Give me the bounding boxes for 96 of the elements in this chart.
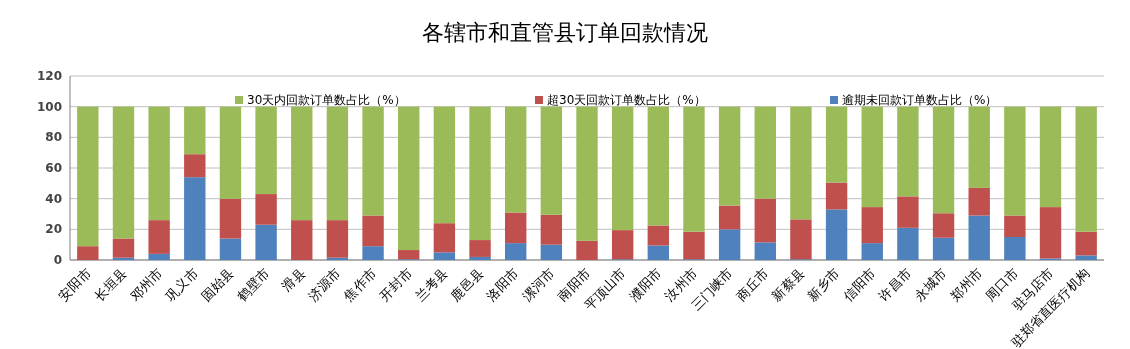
- bar: [326, 220, 349, 258]
- bar: [469, 106, 491, 241]
- bar: [683, 231, 705, 260]
- bar: [754, 242, 776, 260]
- bar: [540, 106, 563, 215]
- bar: [968, 215, 990, 260]
- bar: [1004, 215, 1026, 237]
- bar: [576, 240, 598, 260]
- chart-title: 各辖市和直管县订单回款情况: [422, 20, 708, 45]
- bar: [790, 219, 812, 260]
- bar: [1039, 207, 1062, 259]
- bar: [932, 106, 955, 214]
- bar: [469, 256, 491, 260]
- x-tick-label: 安阳市: [55, 265, 94, 304]
- bar: [362, 215, 384, 247]
- bar: [219, 198, 242, 239]
- bar: [540, 214, 563, 245]
- bar: [932, 213, 955, 238]
- bar: [504, 212, 527, 244]
- bar: [897, 227, 919, 260]
- bar: [398, 106, 420, 251]
- bar: [112, 238, 135, 258]
- x-tick-label: 濮阳市: [626, 265, 665, 304]
- bar: [718, 229, 741, 260]
- bar: [148, 253, 170, 260]
- bar: [504, 106, 527, 213]
- bar: [647, 245, 670, 260]
- bar: [683, 106, 705, 232]
- x-tick-label: 长垣县: [91, 265, 130, 304]
- bar: [291, 220, 313, 260]
- bar: [398, 250, 420, 260]
- bar: [1075, 231, 1097, 256]
- bar: [362, 106, 384, 216]
- bar: [754, 106, 776, 199]
- y-tick-label: 120: [36, 69, 62, 83]
- bar: [825, 106, 848, 183]
- bar: [968, 106, 990, 188]
- bar: [576, 106, 598, 241]
- bar: [255, 106, 277, 195]
- bar: [611, 106, 634, 231]
- legend-label: 30天内回款订单数占比（%）: [247, 93, 406, 107]
- x-tick-label: 漯河市: [519, 265, 558, 304]
- bar: [255, 224, 277, 260]
- bar: [1075, 255, 1097, 260]
- x-tick-label: 鹤壁市: [234, 265, 273, 304]
- bar: [255, 194, 277, 225]
- bar: [790, 106, 812, 220]
- bar: [932, 237, 955, 260]
- bar: [897, 106, 919, 197]
- x-tick-label: 郑州市: [947, 265, 986, 304]
- y-tick-label: 100: [36, 99, 62, 114]
- x-tick-label: 济源市: [305, 265, 344, 304]
- bar: [148, 220, 170, 254]
- bar: [1039, 106, 1062, 208]
- x-tick-label: 滑县: [278, 265, 308, 295]
- bar: [861, 106, 883, 208]
- bar: [754, 198, 776, 243]
- y-tick-label: 40: [45, 191, 62, 206]
- y-tick-label: 60: [45, 161, 62, 175]
- bar: [1004, 237, 1026, 260]
- bar: [825, 209, 848, 260]
- bar: [184, 106, 206, 155]
- bar: [433, 106, 456, 224]
- bar: [433, 223, 456, 253]
- bar: [611, 230, 634, 260]
- bar: [968, 187, 990, 216]
- bar: [504, 243, 527, 260]
- bar: [112, 106, 135, 239]
- bar: [1075, 106, 1097, 232]
- bar: [647, 225, 670, 246]
- bar: [184, 154, 206, 178]
- bar: [718, 106, 741, 206]
- bar: [433, 252, 456, 260]
- bar: [77, 246, 99, 260]
- bar: [1004, 106, 1026, 216]
- bar: [469, 240, 491, 257]
- y-tick-label: 20: [45, 222, 62, 237]
- bar: [825, 182, 848, 210]
- bar: [291, 106, 313, 221]
- bar: [718, 205, 741, 230]
- y-tick-label: 80: [45, 130, 62, 145]
- bar: [326, 106, 349, 221]
- x-tick-label: 固始县: [198, 265, 237, 304]
- bar: [897, 196, 919, 228]
- bar: [77, 106, 99, 247]
- bar: [647, 106, 670, 226]
- bar: [861, 243, 883, 260]
- y-tick-label: 0: [53, 253, 62, 267]
- legend-label: 超30天回款订单数占比（%）: [547, 93, 706, 107]
- legend-label: 逾期未回款订单数占比（%）: [842, 93, 998, 107]
- bar: [148, 106, 170, 221]
- bar: [219, 238, 242, 260]
- bar: [540, 244, 563, 260]
- bar: [861, 207, 883, 244]
- bar: [184, 177, 206, 260]
- bar: [362, 246, 384, 260]
